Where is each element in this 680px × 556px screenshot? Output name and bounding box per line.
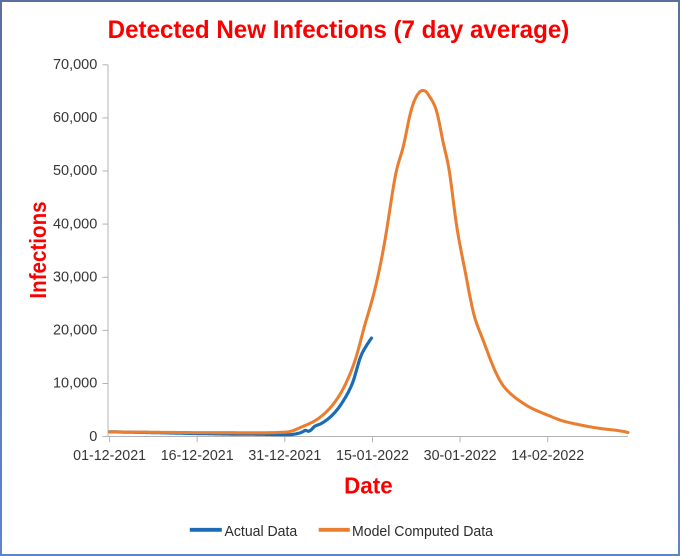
svg-text:Detected New Infections (7 day: Detected New Infections (7 day average) [108,16,570,44]
svg-text:40,000: 40,000 [53,216,97,232]
svg-text:Model Computed Data: Model Computed Data [352,523,494,540]
svg-text:Actual Data: Actual Data [225,523,298,540]
svg-text:01-12-2021: 01-12-2021 [73,448,146,464]
svg-text:15-01-2022: 15-01-2022 [336,448,409,464]
svg-text:Infections: Infections [25,201,51,298]
svg-text:60,000: 60,000 [53,110,97,126]
svg-text:20,000: 20,000 [53,323,97,339]
svg-text:16-12-2021: 16-12-2021 [161,448,234,464]
svg-text:70,000: 70,000 [53,57,97,73]
svg-text:30-01-2022: 30-01-2022 [424,448,497,464]
svg-text:50,000: 50,000 [53,163,97,179]
svg-text:0: 0 [89,429,97,445]
svg-text:30,000: 30,000 [53,270,97,286]
svg-text:31-12-2021: 31-12-2021 [248,448,321,464]
svg-text:14-02-2022: 14-02-2022 [511,448,584,464]
svg-text:Date: Date [344,473,393,499]
svg-text:10,000: 10,000 [53,376,97,392]
